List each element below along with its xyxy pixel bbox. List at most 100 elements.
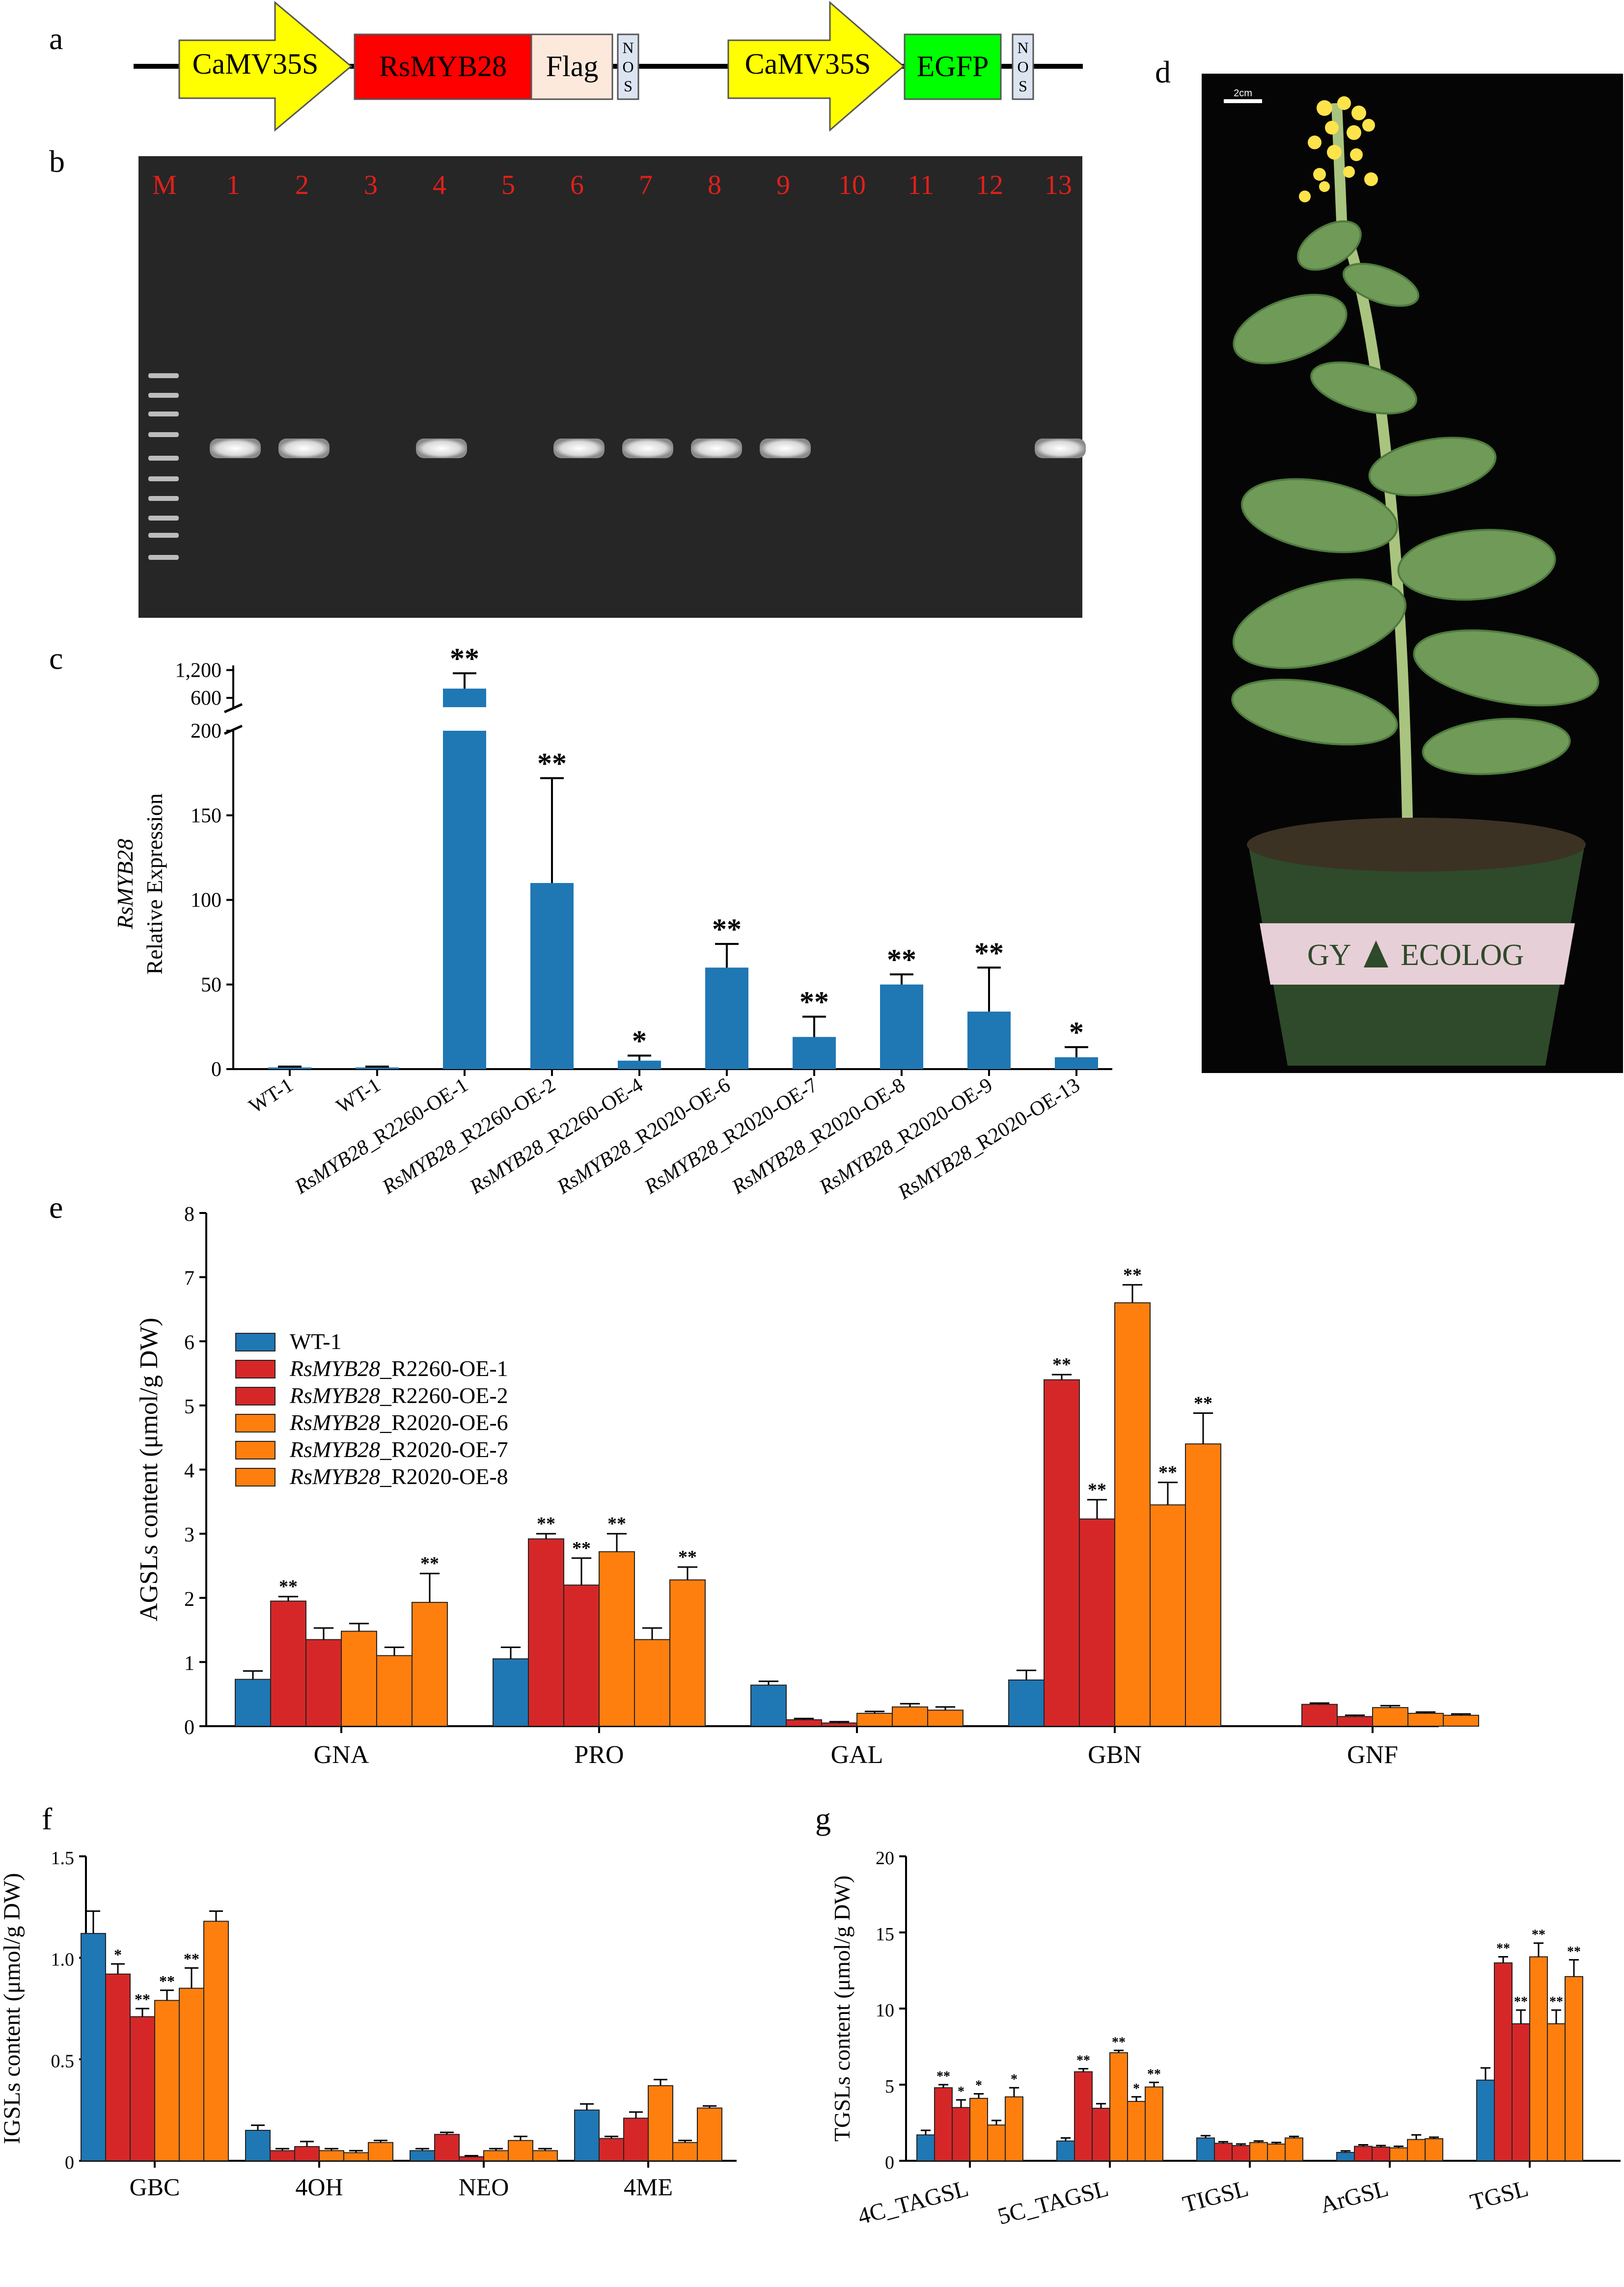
flag-label: Flag	[546, 50, 599, 83]
bar	[697, 2107, 722, 2161]
y-axis-label-gene: RsMYB28	[112, 839, 138, 930]
pot-label-band	[1260, 923, 1575, 985]
y-tick-label: 0	[65, 2152, 74, 2173]
bar	[343, 2152, 369, 2162]
significance-label: **	[184, 1950, 199, 1967]
promoter-arrow-1	[178, 0, 353, 132]
bar	[574, 2109, 600, 2161]
significance-label: **	[1076, 2053, 1090, 2068]
bar	[245, 2130, 271, 2161]
y-tick-label: 600	[191, 687, 221, 710]
terminator-letter: N	[622, 39, 633, 56]
gel-lane-label: 4	[433, 170, 446, 200]
y-tick-label: 7	[184, 1267, 194, 1290]
bar	[1074, 2071, 1093, 2161]
legend-label: WT-1	[290, 1329, 342, 1354]
significance-label: **	[712, 913, 742, 945]
plant-illustration: 2cm GY ECOLOG	[1224, 88, 1599, 1066]
bar	[1372, 1707, 1408, 1727]
x-category-label: WT-1	[332, 1074, 385, 1118]
category-italic-part: RsMYB28	[466, 1136, 548, 1199]
significance-label: **	[1052, 1354, 1071, 1375]
category-italic-part: RsMYB28	[728, 1136, 810, 1199]
bar	[1494, 1962, 1513, 2161]
x-category-label: ArGSL	[1318, 2175, 1391, 2218]
bar	[1185, 1443, 1221, 1727]
bar	[434, 2134, 460, 2161]
bar	[793, 1037, 836, 1069]
bar	[270, 1600, 306, 1727]
bar	[563, 1584, 600, 1727]
scale-bar	[1224, 99, 1262, 103]
bar	[1285, 2137, 1303, 2161]
panel-label-a: a	[49, 21, 63, 56]
bar	[1196, 2137, 1215, 2161]
y-tick-label: 1,200	[175, 659, 222, 682]
gel-band	[553, 439, 605, 458]
x-category-label: WT-1	[245, 1074, 297, 1118]
category-italic-part: RsMYB28	[378, 1136, 461, 1199]
bar	[341, 1630, 377, 1727]
bar	[599, 1551, 635, 1727]
bar	[1407, 2139, 1426, 2162]
significance-label: **	[450, 642, 479, 675]
significance-label: *	[958, 2084, 964, 2099]
bar	[1425, 2138, 1443, 2161]
bar	[705, 967, 748, 1069]
plant-leaves	[1231, 220, 1599, 775]
significance-label: *	[1011, 2072, 1018, 2087]
significance-label: *	[632, 1024, 647, 1057]
legend-name-part: WT-1	[290, 1329, 342, 1354]
gel-lane-label: 8	[708, 170, 721, 200]
gel-band	[210, 439, 261, 458]
promoter-label-1: CaMV35S	[193, 48, 319, 80]
bar	[1407, 1712, 1444, 1727]
legend-swatch	[235, 1468, 275, 1487]
panel-label-c: c	[49, 641, 63, 676]
legend-name-part: _R2260-OE-1	[380, 1356, 508, 1381]
promoter-arrow-2	[727, 0, 905, 132]
gel-band	[278, 439, 330, 458]
bar	[1249, 2142, 1268, 2161]
bar	[528, 1538, 564, 1727]
ladder-band	[148, 456, 179, 461]
bar	[410, 2150, 435, 2162]
category-italic-part: RsMYB28	[815, 1136, 898, 1199]
legend-swatch	[235, 1333, 275, 1351]
bar	[1109, 2052, 1128, 2161]
gel-lane-label: 3	[364, 170, 378, 200]
bar	[1337, 1716, 1373, 1727]
bar	[856, 1712, 893, 1727]
egfp-label: EGFP	[917, 50, 989, 83]
gel-lane-label: M	[152, 170, 177, 200]
legend-swatch	[235, 1360, 275, 1378]
bar	[987, 2124, 1006, 2161]
bar	[530, 883, 574, 1069]
bar	[459, 2156, 484, 2162]
y-tick-label: 50	[201, 974, 221, 996]
x-category-label: TGSL	[1467, 2175, 1531, 2215]
significance-label: **	[887, 943, 916, 976]
legend-name-part: _R2020-OE-6	[380, 1410, 508, 1435]
significance-label: **	[1123, 1265, 1142, 1285]
y-tick-label: 150	[191, 804, 221, 827]
egfp-box	[904, 33, 1002, 100]
significance-label: **	[1147, 2067, 1161, 2082]
significance-label: **	[1514, 1994, 1528, 2010]
y-tick-label: 0.5	[51, 2051, 75, 2071]
pot-label-right: ECOLOG	[1401, 938, 1524, 972]
x-category-label: GBN	[1088, 1741, 1142, 1769]
gel-lane-label: 6	[570, 170, 584, 200]
y-axis-label: TGSLs content (μmol/g DW)	[829, 1875, 854, 2142]
bar	[268, 1067, 311, 1069]
y-tick-label: 0	[211, 1058, 221, 1081]
ladder-band	[148, 476, 179, 481]
bar	[81, 1933, 106, 2161]
bar	[967, 1011, 1011, 1069]
bar	[1547, 2023, 1566, 2161]
gel-lane-label: 13	[1045, 170, 1072, 200]
y-tick-label: 0	[885, 2152, 894, 2173]
significance-label: **	[1112, 2035, 1126, 2050]
gel-lane-label: 7	[639, 170, 653, 200]
ladder-band	[148, 393, 179, 398]
